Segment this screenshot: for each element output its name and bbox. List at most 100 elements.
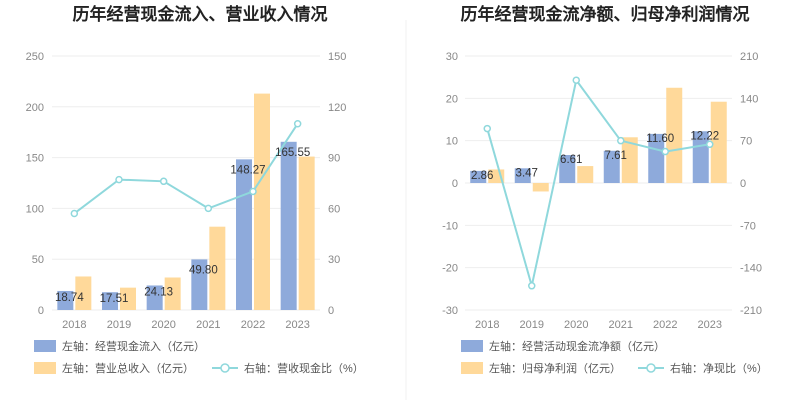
bar-secondary <box>666 87 683 183</box>
legend: 左轴：经营活动现金流净额（亿元） 左轴：归母净利润（亿元） 右轴：净现比（%） <box>461 339 768 375</box>
bar-primary <box>603 150 620 183</box>
ratio-point <box>572 76 580 84</box>
left-axis-tick: 30 <box>446 51 458 63</box>
axis-ticks: 0 50 100 150 200 250 0 30 60 90 120 150 2018 2019 2020… <box>26 51 347 331</box>
chart-title: 历年经营现金流净额、归母净利润情况 <box>461 4 750 24</box>
legend-label: 左轴：营业总收入（亿元） <box>62 361 194 375</box>
ratio-point <box>249 187 257 196</box>
chart-cash-inflow-revenue: 历年经营现金流入、营业收入情况 18.74 17.51 24.13 49.80 148.… <box>26 4 364 375</box>
category-tick: 2018 <box>475 319 499 331</box>
bar-secondary <box>710 101 727 183</box>
legend-swatch <box>34 362 56 374</box>
bar-value-label: 165.55 <box>275 147 310 159</box>
bar-primary <box>470 170 487 183</box>
category-tick: 2023 <box>285 319 309 331</box>
ratio-point <box>483 124 491 133</box>
right-axis-tick: 90 <box>328 153 340 165</box>
right-axis-tick: 140 <box>740 93 758 105</box>
bar-secondary <box>254 93 270 310</box>
bar-value-label: 11.60 <box>646 133 674 145</box>
right-axis-tick: 0 <box>740 178 746 190</box>
category-tick: 2018 <box>62 319 86 331</box>
bar-primary <box>191 259 208 310</box>
left-axis-tick: 0 <box>452 178 458 190</box>
right-axis-tick: 150 <box>328 51 346 63</box>
legend-label: 左轴：经营现金流入（亿元） <box>62 339 205 353</box>
ratio-polyline <box>486 77 710 287</box>
grid <box>52 55 320 311</box>
chart-title: 历年经营现金流入、营业收入情况 <box>73 4 328 24</box>
category-tick: 2019 <box>107 319 131 331</box>
legend-line-marker <box>220 363 230 373</box>
bar-value-label: 17.51 <box>100 293 129 305</box>
category-tick: 2021 <box>196 319 220 331</box>
left-axis-tick: 250 <box>26 51 44 63</box>
ratio-point <box>528 282 536 290</box>
right-axis-tick: -70 <box>740 220 756 232</box>
bar-secondary <box>532 183 549 192</box>
right-axis-tick: -210 <box>740 305 762 317</box>
bars <box>57 93 315 310</box>
category-tick: 2020 <box>564 319 588 331</box>
bars <box>470 87 727 192</box>
ratio-point <box>204 204 213 213</box>
legend: 左轴：经营现金流入（亿元） 左轴：营业总收入（亿元） 右轴：营收现金比（%） <box>34 339 364 375</box>
chart-net-cashflow-profit: 历年经营现金流净额、归母净利润情况 2.86 3.47 6.61 7.61 11.60 1… <box>442 4 768 375</box>
bar-value-label: 49.80 <box>189 264 218 276</box>
bar-primary <box>102 292 118 310</box>
bar-primary <box>280 141 297 310</box>
bar-primary <box>514 168 531 183</box>
left-axis-tick: 20 <box>446 93 458 105</box>
legend-label: 左轴：经营活动现金流净额（亿元） <box>489 339 665 353</box>
category-tick: 2022 <box>241 319 265 331</box>
right-axis-tick: 0 <box>328 305 334 317</box>
category-tick: 2022 <box>653 319 677 331</box>
bar-primary <box>146 285 163 310</box>
left-axis-tick: 50 <box>32 254 44 266</box>
ratio-point <box>661 147 669 156</box>
left-axis-tick: 10 <box>446 136 458 148</box>
bar-primary <box>57 290 74 310</box>
right-axis-tick: 120 <box>328 102 346 114</box>
ratio-point <box>293 119 302 128</box>
right-axis-tick: 30 <box>328 254 340 266</box>
right-axis-tick: 70 <box>740 136 752 148</box>
legend-label: 右轴：净现比（%） <box>670 361 768 375</box>
left-axis-tick: -30 <box>442 305 458 317</box>
bar-value-label: 12.22 <box>690 130 719 142</box>
left-axis-tick: 0 <box>38 305 44 317</box>
left-axis-tick: 150 <box>26 153 44 165</box>
bar-value-label: 148.27 <box>230 164 265 176</box>
grid <box>465 55 732 311</box>
legend-swatch <box>461 340 483 352</box>
category-tick: 2019 <box>520 319 544 331</box>
bar-secondary <box>577 166 594 183</box>
ratio-line <box>483 76 714 290</box>
right-axis-tick: -140 <box>740 263 762 275</box>
bar-value-label: 24.13 <box>144 286 173 298</box>
data-labels: 18.74 17.51 24.13 49.80 148.27 165.55 <box>55 147 310 305</box>
category-tick: 2023 <box>698 319 722 331</box>
bar-primary <box>648 133 665 183</box>
bar-value-label: 7.61 <box>605 150 627 162</box>
bar-secondary <box>120 287 136 310</box>
legend-label: 右轴：营收现金比（%） <box>244 361 364 375</box>
bar-secondary <box>209 226 226 310</box>
bar-value-label: 6.61 <box>560 154 582 166</box>
legend-line-marker <box>646 363 656 373</box>
bar-value-label: 2.86 <box>471 170 493 182</box>
ratio-line <box>70 119 302 218</box>
axis-ticks: -30 -20 -10 0 10 20 30 -210 -140 -70 0 70 140 210 2018… <box>442 51 762 331</box>
ratio-point <box>706 140 714 149</box>
left-axis-tick: 100 <box>26 203 44 215</box>
ratio-point <box>70 209 79 218</box>
ratio-point <box>159 177 168 186</box>
bar-secondary <box>164 277 181 310</box>
right-axis-tick: 60 <box>328 203 340 215</box>
legend-label: 左轴：归母净利润（亿元） <box>489 361 621 375</box>
legend-swatch <box>34 340 56 352</box>
category-tick: 2021 <box>609 319 633 331</box>
bar-primary <box>559 155 576 183</box>
